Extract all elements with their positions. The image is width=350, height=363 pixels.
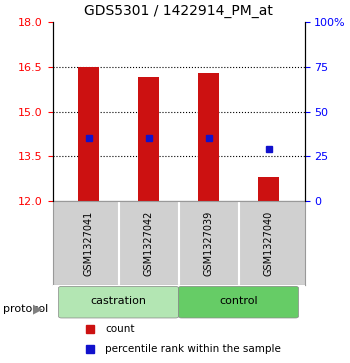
Text: castration: castration xyxy=(91,297,147,306)
Text: count: count xyxy=(105,324,135,334)
Text: ▶: ▶ xyxy=(33,303,43,316)
Text: GSM1327041: GSM1327041 xyxy=(84,211,93,276)
Text: control: control xyxy=(219,297,258,306)
Text: GSM1327042: GSM1327042 xyxy=(144,211,154,276)
Text: percentile rank within the sample: percentile rank within the sample xyxy=(105,344,281,354)
Bar xyxy=(258,177,279,201)
Bar xyxy=(138,77,159,201)
Bar xyxy=(198,73,219,201)
Bar xyxy=(78,67,99,201)
FancyBboxPatch shape xyxy=(58,286,178,318)
Text: protocol: protocol xyxy=(4,304,49,314)
Text: GSM1327040: GSM1327040 xyxy=(264,211,273,276)
Title: GDS5301 / 1422914_PM_at: GDS5301 / 1422914_PM_at xyxy=(84,4,273,18)
FancyBboxPatch shape xyxy=(178,286,299,318)
Text: GSM1327039: GSM1327039 xyxy=(203,211,214,276)
